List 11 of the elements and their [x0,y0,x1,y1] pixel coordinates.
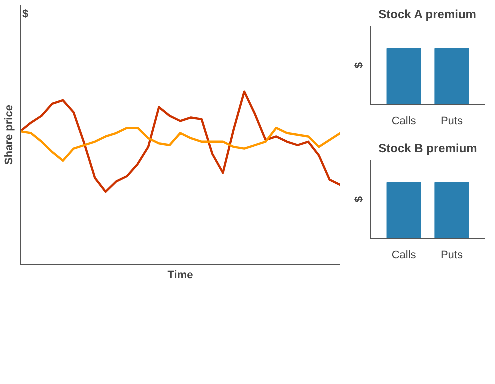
chart-title: Stock B premium [378,142,478,156]
y-axis-title: $ [354,62,366,69]
chart-title: Stock A premium [378,8,476,22]
x-tick-label: Calls [392,116,417,128]
x-axis-title: Time [168,270,194,282]
y-axis-title: $ [354,196,366,203]
x-tick-label: Calls [392,250,417,262]
text: $ [22,8,29,20]
x-tick-label: Puts [440,116,464,128]
y-axis-title: Share price [4,105,16,165]
x-tick-label: Puts [440,250,464,262]
